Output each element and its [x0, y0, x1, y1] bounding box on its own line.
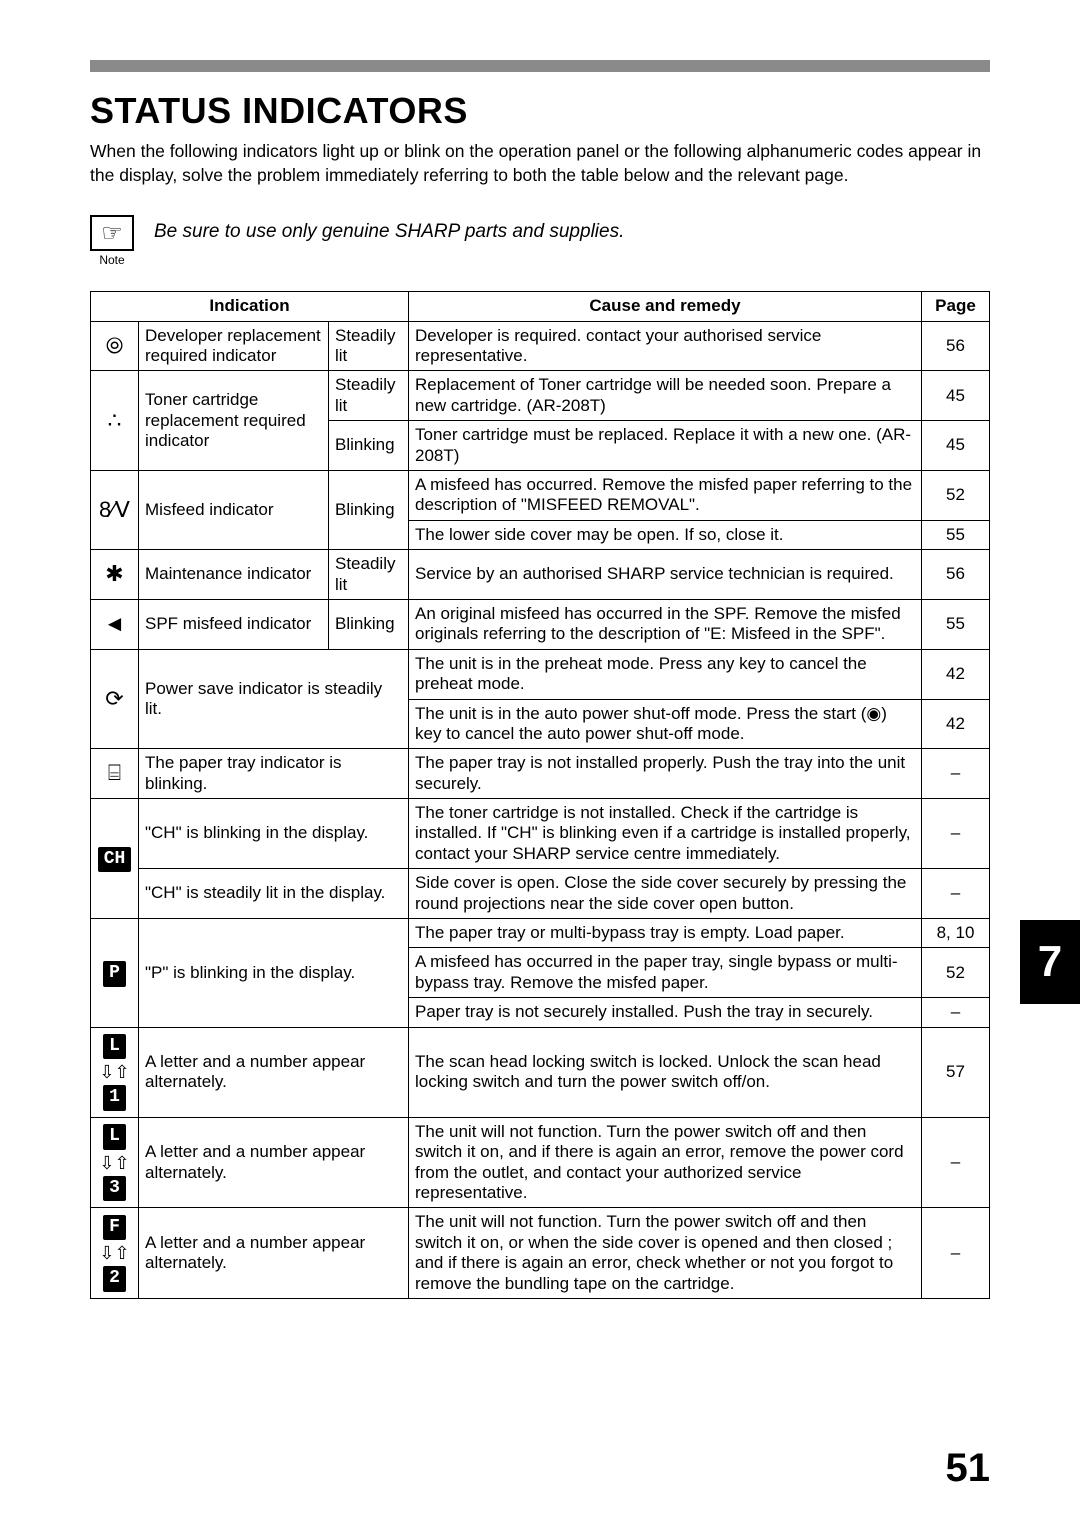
indicator-name: Power save indicator is steadily lit.	[139, 649, 409, 749]
power-save-icon: ⟳	[91, 649, 139, 749]
table-row: "CH" is steadily lit in the display. Sid…	[91, 869, 990, 919]
cause-text: Paper tray is not securely installed. Pu…	[409, 998, 922, 1027]
ch-display-icon: CH	[91, 799, 139, 919]
chapter-tab: 7	[1020, 920, 1080, 1004]
page-ref: –	[922, 998, 990, 1027]
page-ref: 52	[922, 470, 990, 520]
paper-tray-icon: ⌸	[91, 749, 139, 799]
page-number: 51	[946, 1446, 991, 1491]
indicator-name: "P" is blinking in the display.	[139, 919, 409, 1028]
indicator-name: A letter and a number appear alternately…	[139, 1117, 409, 1208]
table-row: ∴ Toner cartridge replacement required i…	[91, 371, 990, 421]
indicator-state: Blinking	[329, 470, 409, 549]
page-ref: 52	[922, 948, 990, 998]
col-cause: Cause and remedy	[409, 292, 922, 321]
cause-text: The unit will not function. Turn the pow…	[409, 1208, 922, 1299]
note-label: Note	[99, 253, 124, 267]
indicator-name: A letter and a number appear alternately…	[139, 1208, 409, 1299]
table-row: ⦾ Developer replacement required indicat…	[91, 321, 990, 371]
cause-text: The scan head locking switch is locked. …	[409, 1027, 922, 1117]
page-ref: 45	[922, 371, 990, 421]
note-text: Be sure to use only genuine SHARP parts …	[154, 215, 624, 243]
note-row: ☞ Note Be sure to use only genuine SHARP…	[90, 215, 990, 267]
indicator-name: Developer replacement required indicator	[139, 321, 329, 371]
cause-text: The lower side cover may be open. If so,…	[409, 520, 922, 549]
indicator-name: "CH" is blinking in the display.	[139, 799, 409, 869]
cause-text: The unit will not function. Turn the pow…	[409, 1117, 922, 1208]
hand-pointing-icon: ☞	[90, 215, 134, 251]
page-title: STATUS INDICATORS	[90, 90, 990, 132]
indicator-state: Steadily lit	[329, 321, 409, 371]
table-row: L⇩⇧1 A letter and a number appear altern…	[91, 1027, 990, 1117]
col-indication: Indication	[91, 292, 409, 321]
indicator-state: Steadily lit	[329, 550, 409, 600]
cause-text: Service by an authorised SHARP service t…	[409, 550, 922, 600]
page-ref: 55	[922, 520, 990, 549]
table-row: ⌸ The paper tray indicator is blinking. …	[91, 749, 990, 799]
cause-text: An original misfeed has occurred in the …	[409, 599, 922, 649]
cause-text: The unit is in the auto power shut-off m…	[409, 699, 922, 749]
cause-text: A misfeed has occurred. Remove the misfe…	[409, 470, 922, 520]
cause-text: Replacement of Toner cartridge will be n…	[409, 371, 922, 421]
table-row: P "P" is blinking in the display. The pa…	[91, 919, 990, 948]
maintenance-icon: ✱	[91, 550, 139, 600]
indicator-name: A letter and a number appear alternately…	[139, 1027, 409, 1117]
cause-text: Developer is required. contact your auth…	[409, 321, 922, 371]
cause-text: The paper tray is not installed properly…	[409, 749, 922, 799]
l1-display-icon: L⇩⇧1	[91, 1027, 139, 1117]
intro-text: When the following indicators light up o…	[90, 140, 990, 187]
status-table: Indication Cause and remedy Page ⦾ Devel…	[90, 291, 990, 1299]
table-row: ◄ SPF misfeed indicator Blinking An orig…	[91, 599, 990, 649]
developer-icon: ⦾	[91, 321, 139, 371]
l3-display-icon: L⇩⇧3	[91, 1117, 139, 1208]
indicator-state: Blinking	[329, 421, 409, 471]
page-ref: 8, 10	[922, 919, 990, 948]
page-ref: –	[922, 1117, 990, 1208]
indicator-state: Blinking	[329, 599, 409, 649]
table-row: F⇩⇧2 A letter and a number appear altern…	[91, 1208, 990, 1299]
table-row: CH "CH" is blinking in the display. The …	[91, 799, 990, 869]
indicator-name: SPF misfeed indicator	[139, 599, 329, 649]
indicator-name: Misfeed indicator	[139, 470, 329, 549]
cause-text: The unit is in the preheat mode. Press a…	[409, 649, 922, 699]
top-rule	[90, 60, 990, 72]
cause-text: The toner cartridge is not installed. Ch…	[409, 799, 922, 869]
indicator-name: Maintenance indicator	[139, 550, 329, 600]
page-ref: –	[922, 869, 990, 919]
page-ref: 56	[922, 321, 990, 371]
page-ref: –	[922, 799, 990, 869]
toner-icon: ∴	[91, 371, 139, 471]
indicator-state: Steadily lit	[329, 371, 409, 421]
misfeed-icon: 8⁄ᐯ	[91, 470, 139, 549]
table-header-row: Indication Cause and remedy Page	[91, 292, 990, 321]
page-ref: 45	[922, 421, 990, 471]
page-ref: 56	[922, 550, 990, 600]
p-display-icon: P	[91, 919, 139, 1028]
cause-text: A misfeed has occurred in the paper tray…	[409, 948, 922, 998]
f2-display-icon: F⇩⇧2	[91, 1208, 139, 1299]
page-ref: –	[922, 1208, 990, 1299]
page-ref: 42	[922, 699, 990, 749]
cause-text: Toner cartridge must be replaced. Replac…	[409, 421, 922, 471]
note-box: ☞ Note	[90, 215, 134, 267]
col-page: Page	[922, 292, 990, 321]
cause-text: The paper tray or multi-bypass tray is e…	[409, 919, 922, 948]
spf-misfeed-icon: ◄	[91, 599, 139, 649]
indicator-name: Toner cartridge replacement required ind…	[139, 371, 329, 471]
table-row: ⟳ Power save indicator is steadily lit. …	[91, 649, 990, 699]
indicator-name: "CH" is steadily lit in the display.	[139, 869, 409, 919]
table-row: ✱ Maintenance indicator Steadily lit Ser…	[91, 550, 990, 600]
page-ref: 55	[922, 599, 990, 649]
table-row: L⇩⇧3 A letter and a number appear altern…	[91, 1117, 990, 1208]
table-row: 8⁄ᐯ Misfeed indicator Blinking A misfeed…	[91, 470, 990, 520]
page-ref: 57	[922, 1027, 990, 1117]
page-ref: 42	[922, 649, 990, 699]
page-ref: –	[922, 749, 990, 799]
indicator-name: The paper tray indicator is blinking.	[139, 749, 409, 799]
cause-text: Side cover is open. Close the side cover…	[409, 869, 922, 919]
